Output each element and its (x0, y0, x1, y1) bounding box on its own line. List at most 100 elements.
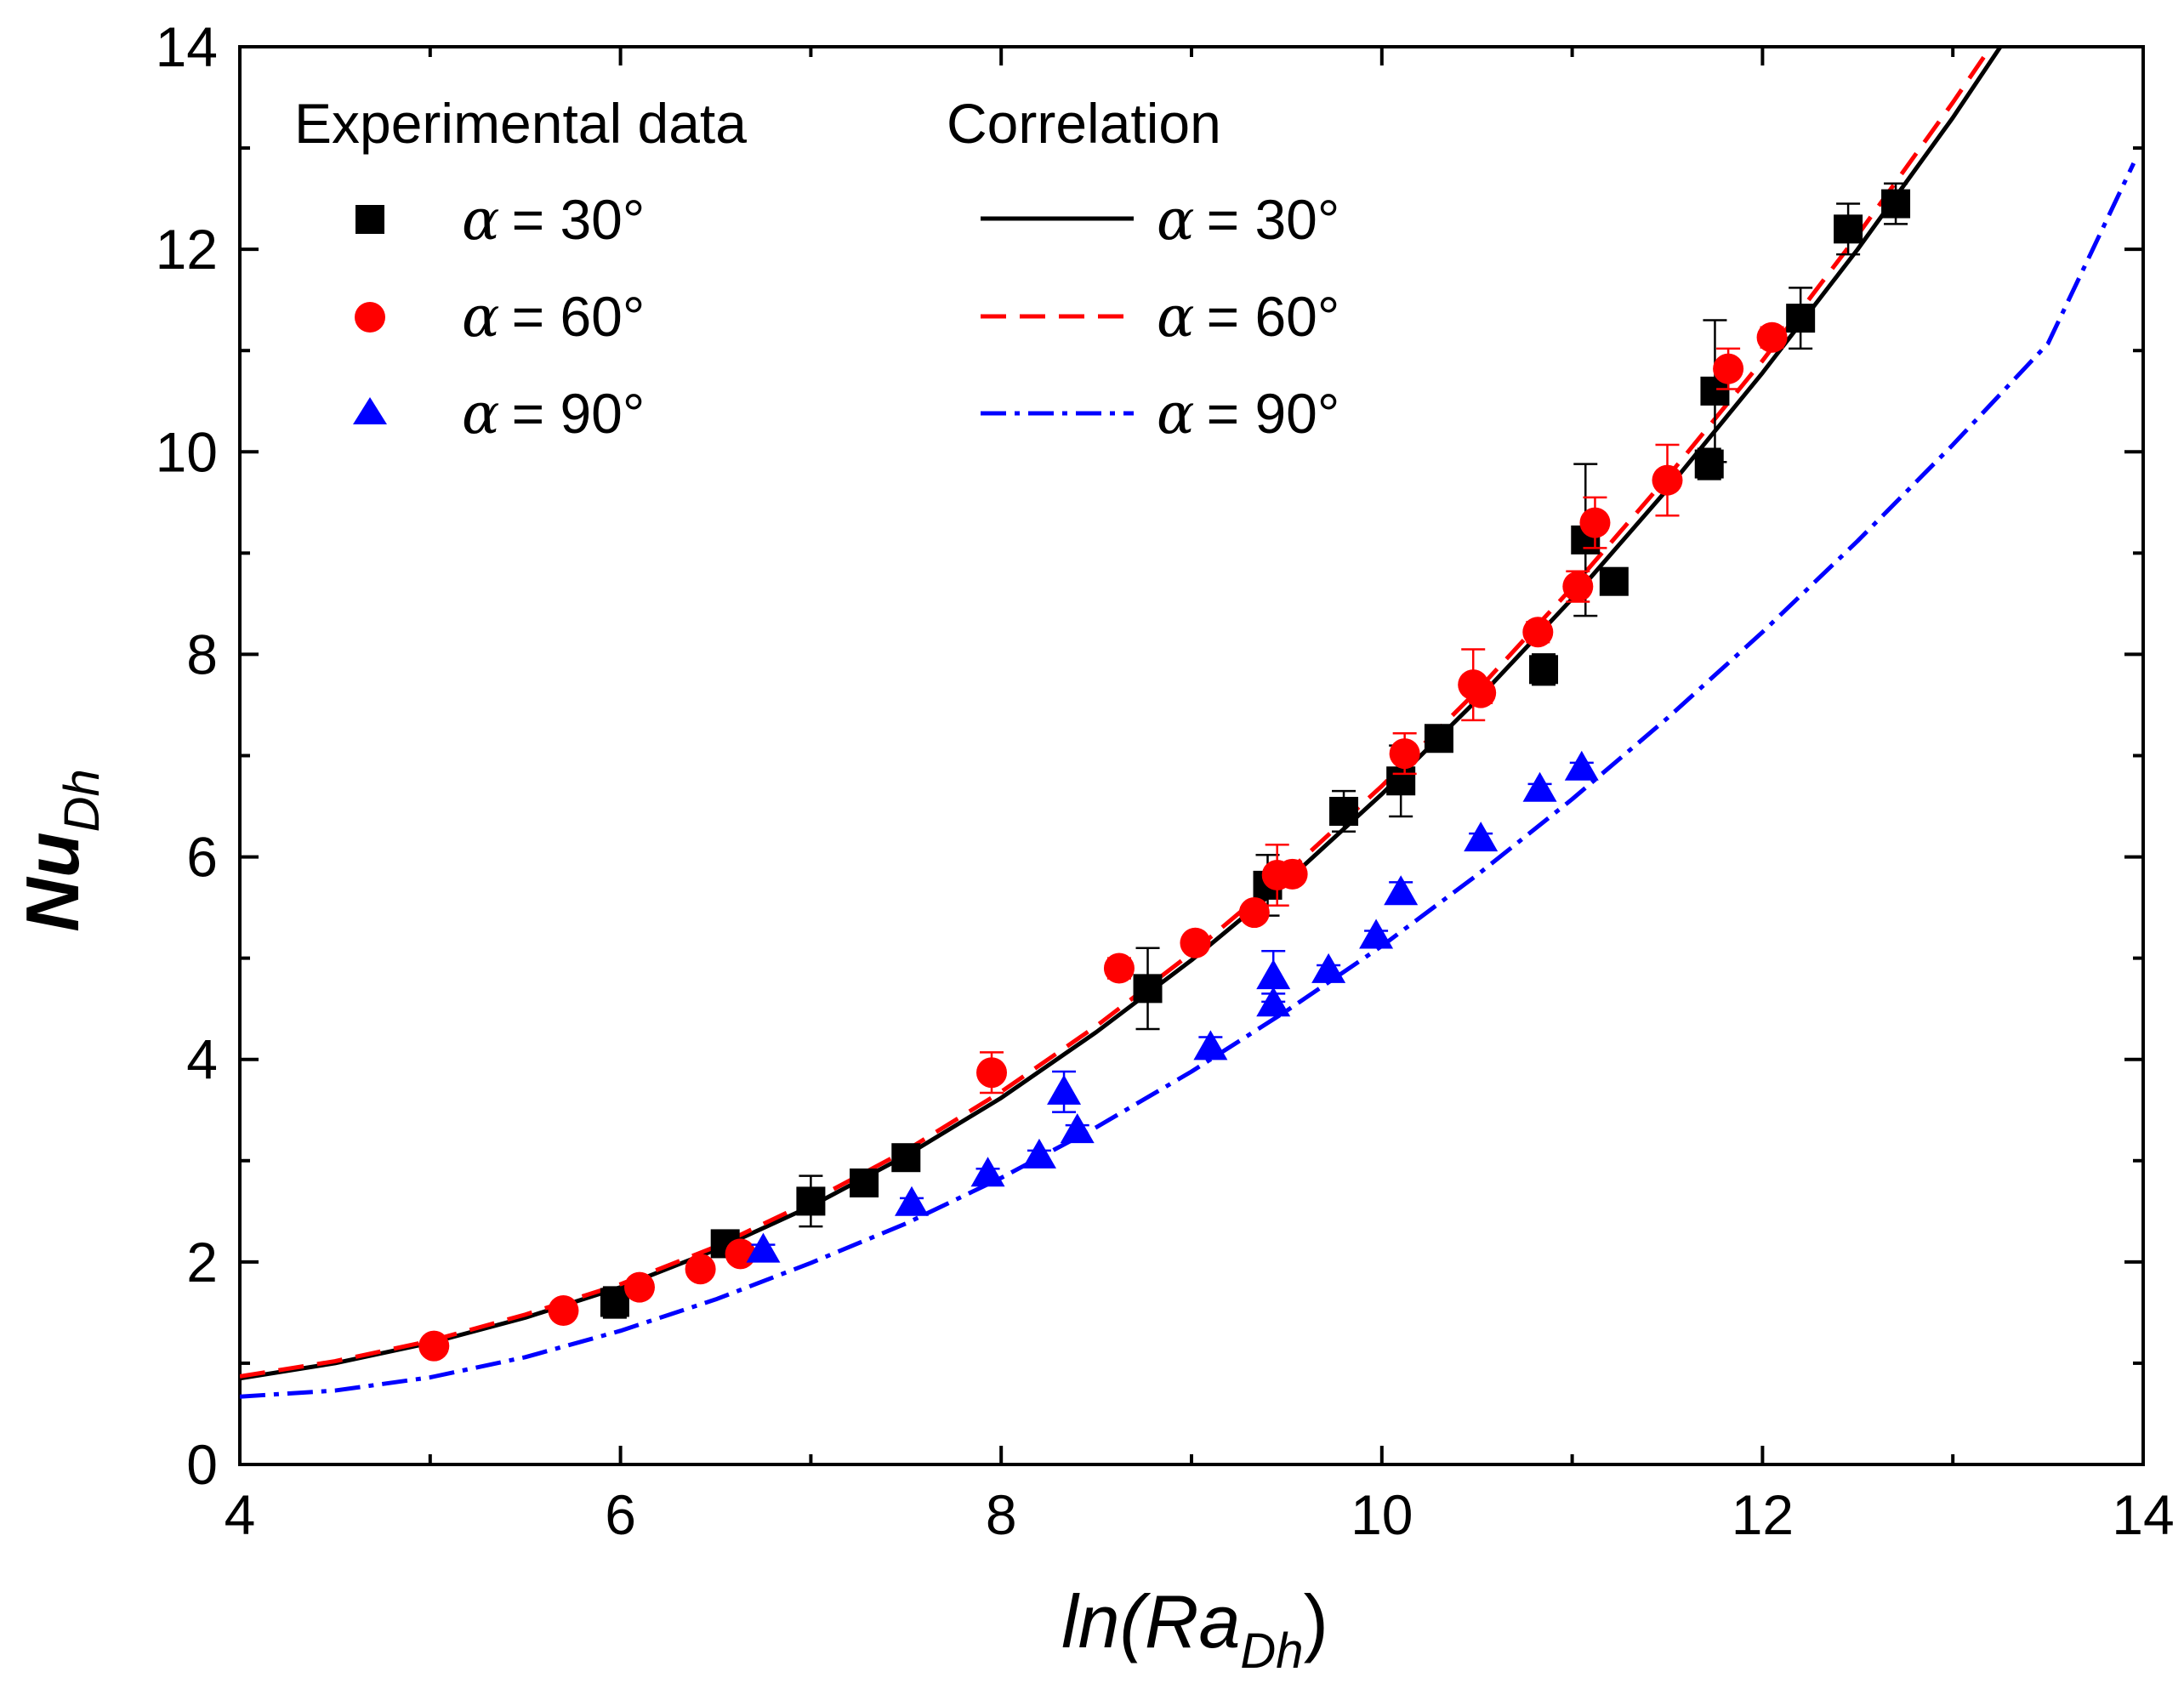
legend-marker-circle (355, 302, 385, 333)
data-point-triangle (1047, 1074, 1082, 1105)
series-square (600, 182, 1911, 1319)
y-axis-title-sub: Dh (54, 769, 110, 832)
data-point-circle (1465, 677, 1497, 708)
legend-cor-30-label: = 30° (1207, 188, 1340, 251)
y-tick-label: 6 (186, 826, 218, 889)
x-tick-label: 6 (605, 1483, 636, 1546)
legend-title-correlation: Correlation (947, 92, 1221, 155)
data-point-circle (685, 1254, 716, 1285)
data-point-triangle (1311, 953, 1346, 983)
data-point-triangle (1464, 822, 1499, 852)
legend-cor-60: α = 60° (1157, 284, 1339, 350)
legend-exp-60-alpha: α (462, 284, 500, 350)
legend-cor-60-label: = 60° (1207, 285, 1340, 348)
y-tick-label: 4 (186, 1028, 218, 1091)
data-point-triangle (1522, 771, 1557, 802)
data-point-circle (1652, 464, 1683, 496)
legend-marker-square (355, 205, 384, 234)
data-point-square (1424, 724, 1453, 753)
data-point-triangle (1564, 750, 1599, 781)
data-point-triangle (1060, 1113, 1095, 1144)
data-point-square (891, 1143, 921, 1173)
y-axis-title: NuDh (10, 769, 110, 931)
experimental-points (418, 182, 1911, 1362)
legend-exp-90-label: = 90° (512, 382, 646, 445)
legend-exp-30-alpha: α (462, 187, 500, 253)
legend-cor-90-alpha: α (1157, 381, 1195, 446)
legend-exp-90: α = 90° (462, 381, 645, 446)
correlation-line-dashdot (240, 162, 2136, 1399)
data-point-circle (1277, 858, 1308, 890)
y-tick-label: 0 (186, 1433, 218, 1496)
legend-cor-90-label: = 90° (1207, 382, 1340, 445)
series-triangle (746, 750, 1599, 1263)
data-point-square (1786, 304, 1816, 333)
data-point-triangle (1256, 959, 1291, 990)
series-circle (418, 321, 1788, 1362)
x-tick-label: 12 (1732, 1483, 1794, 1546)
legend-cor-90: α = 90° (1157, 381, 1339, 446)
correlation-line-solid (240, 47, 2003, 1381)
legend-exp-60: α = 60° (462, 284, 645, 350)
x-axis-title-main: Ra (1145, 1579, 1241, 1663)
data-point-circle (1756, 321, 1788, 353)
data-point-circle (1238, 897, 1270, 929)
data-point-square (1529, 655, 1559, 685)
legend-title-experimental: Experimental data (294, 92, 747, 155)
correlation-line-dashed (240, 47, 1993, 1379)
data-point-circle (1522, 617, 1554, 648)
data-point-square (1834, 214, 1863, 244)
data-point-circle (548, 1295, 579, 1327)
legend-cor-60-alpha: α (1157, 284, 1195, 350)
data-point-circle (1562, 571, 1594, 602)
legend-cor-30-alpha: α (1157, 187, 1195, 253)
data-point-circle (623, 1271, 655, 1303)
x-tick-label: 10 (1351, 1483, 1413, 1546)
plot-frame (238, 45, 2145, 1466)
legend-cor-30: α = 30° (1157, 187, 1339, 253)
y-tick-label: 8 (186, 623, 218, 685)
data-point-square (1599, 566, 1629, 596)
data-point-square (1133, 974, 1163, 1004)
data-point-square (600, 1288, 629, 1317)
x-tick-label: 8 (986, 1483, 1017, 1546)
legend-marker-triangle (353, 397, 387, 424)
y-tick-label: 14 (156, 15, 218, 78)
data-point-triangle (1021, 1138, 1056, 1169)
data-point-circle (1103, 953, 1135, 984)
tick-labels: 4 6 8 10 12 14 0 2 4 6 8 10 12 14 (156, 15, 2175, 1546)
y-tick-label: 12 (156, 218, 218, 281)
x-axis-title-suffix: ) (1304, 1579, 1328, 1663)
legend-exp-60-label: = 60° (512, 285, 646, 348)
data-point-triangle (1384, 875, 1419, 906)
data-point-circle (725, 1238, 756, 1270)
x-tick-label: 14 (2112, 1483, 2174, 1546)
x-axis-title-sub: Dh (1240, 1624, 1303, 1679)
x-axis-title: ln(RaDh) (1061, 1579, 1328, 1679)
data-point-square (1694, 449, 1724, 479)
data-point-triangle (1359, 918, 1394, 949)
axes-frame (238, 45, 2145, 1466)
legend-exp-90-alpha: α (462, 381, 500, 446)
data-point-triangle (746, 1232, 781, 1263)
data-point-circle (418, 1330, 450, 1362)
data-point-triangle (970, 1157, 1005, 1187)
data-point-circle (976, 1057, 1008, 1089)
data-point-circle (1389, 738, 1420, 770)
legend-exp-30-label: = 30° (512, 188, 646, 251)
legend-exp-30: α = 30° (462, 187, 645, 253)
data-point-circle (1579, 507, 1611, 538)
x-axis-title-prefix: ln( (1061, 1579, 1151, 1663)
y-tick-label: 2 (186, 1231, 218, 1294)
data-point-square (850, 1168, 879, 1197)
data-point-circle (1180, 927, 1211, 958)
data-point-triangle (895, 1186, 930, 1216)
data-point-square (1386, 766, 1416, 796)
data-point-square (1881, 189, 1911, 219)
legend: Experimental data Correlation α = 30° α = … (294, 92, 1339, 446)
data-point-triangle (1256, 987, 1291, 1017)
data-point-square (796, 1186, 826, 1216)
data-point-triangle (1193, 1030, 1228, 1061)
data-point-square (1329, 796, 1359, 826)
